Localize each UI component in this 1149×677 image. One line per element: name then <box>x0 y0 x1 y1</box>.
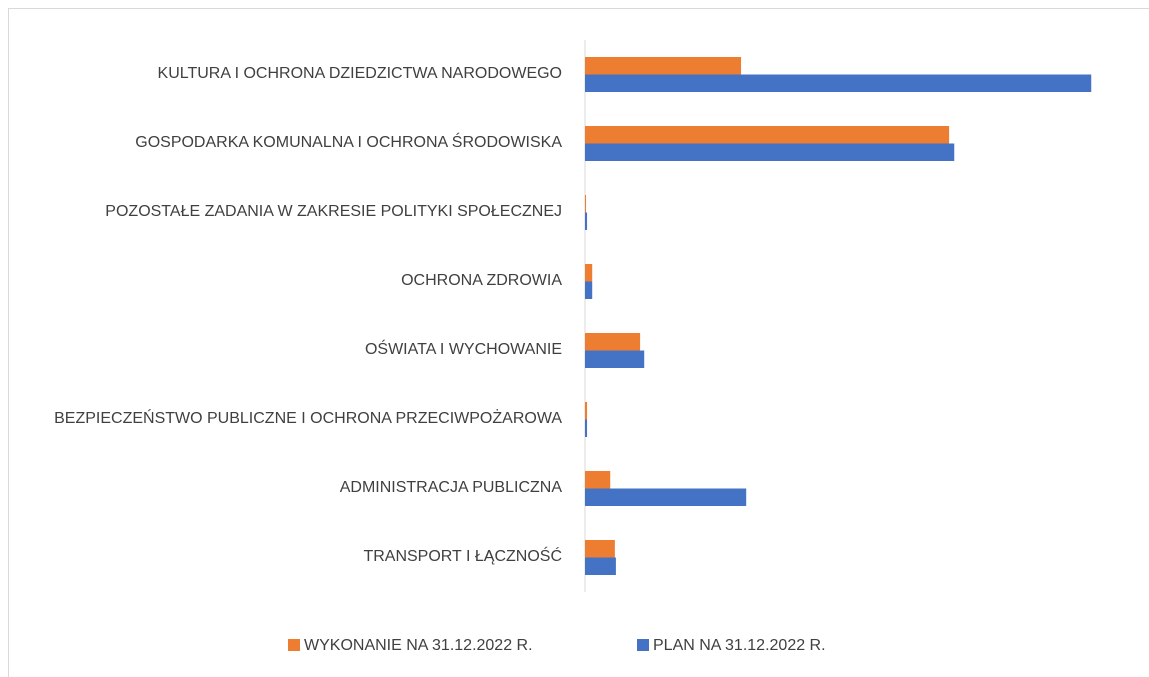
bar <box>585 557 616 575</box>
y-tick-label: ADMINISTRACJA PUBLICZNA <box>339 479 562 497</box>
chart-border <box>8 8 1149 677</box>
y-tick-label-box: OCHRONA ZDROWIA <box>22 247 562 316</box>
y-tick-label-box: KULTURA I OCHRONA DZIEDZICTWA NARODOWEGO <box>22 40 562 109</box>
bar <box>585 264 593 282</box>
y-tick-label: GOSPODARKA KOMUNALNA I OCHRONA ŚRODOWISK… <box>135 134 562 152</box>
bar <box>585 488 747 506</box>
bar <box>585 402 588 420</box>
y-tick-label-box: ADMINISTRACJA PUBLICZNA <box>22 454 562 523</box>
bar <box>585 350 645 368</box>
y-tick-label-box: TRANSPORT I ŁĄCZNOŚĆ <box>22 523 562 592</box>
legend-label: PLAN NA 31.12.2022 R. <box>653 637 826 654</box>
bar <box>585 57 742 75</box>
bar <box>585 419 588 437</box>
y-tick-label-wrap: ADMINISTRACJA PUBLICZNA <box>22 454 562 523</box>
y-tick-label-wrap: TRANSPORT I ŁĄCZNOŚĆ <box>22 523 562 592</box>
y-tick-label-box: BEZPIECZEŃSTWO PUBLICZNE I OCHRONA PRZEC… <box>22 385 562 454</box>
y-tick-label: POZOSTAŁE ZADANIA W ZAKRESIE POLITYKI SP… <box>105 203 562 221</box>
bar <box>585 74 1092 92</box>
y-tick-label-box: GOSPODARKA KOMUNALNA I OCHRONA ŚRODOWISK… <box>22 109 562 178</box>
legend-swatch <box>637 639 649 651</box>
y-tick-label: KULTURA I OCHRONA DZIEDZICTWA NARODOWEGO <box>157 65 562 83</box>
bar <box>585 540 615 558</box>
y-tick-label-wrap: BEZPIECZEŃSTWO PUBLICZNE I OCHRONA PRZEC… <box>22 385 562 454</box>
y-tick-label: OCHRONA ZDROWIA <box>401 272 562 290</box>
bar <box>585 471 611 489</box>
legend-label: WYKONANIE NA 31.12.2022 R. <box>304 637 533 654</box>
bar <box>585 195 587 213</box>
y-tick-label-wrap: OCHRONA ZDROWIA <box>22 247 562 316</box>
y-tick-label-wrap: OŚWIATA I WYCHOWANIE <box>22 316 562 385</box>
y-tick-label: TRANSPORT I ŁĄCZNOŚĆ <box>363 548 562 566</box>
bar <box>585 281 593 299</box>
bar <box>585 333 641 351</box>
y-tick-label: BEZPIECZEŃSTWO PUBLICZNE I OCHRONA PRZEC… <box>54 410 562 428</box>
y-tick-label-box: POZOSTAŁE ZADANIA W ZAKRESIE POLITYKI SP… <box>22 178 562 247</box>
legend-swatch <box>288 639 300 651</box>
y-tick-label: OŚWIATA I WYCHOWANIE <box>364 341 562 359</box>
y-tick-label-box: OŚWIATA I WYCHOWANIE <box>22 316 562 385</box>
bar <box>585 126 950 144</box>
y-tick-label-wrap: POZOSTAŁE ZADANIA W ZAKRESIE POLITYKI SP… <box>22 178 562 247</box>
bar <box>585 143 955 161</box>
y-tick-label-wrap: GOSPODARKA KOMUNALNA I OCHRONA ŚRODOWISK… <box>22 109 562 178</box>
y-tick-label-wrap: KULTURA I OCHRONA DZIEDZICTWA NARODOWEGO <box>22 40 562 109</box>
bar <box>585 212 588 230</box>
